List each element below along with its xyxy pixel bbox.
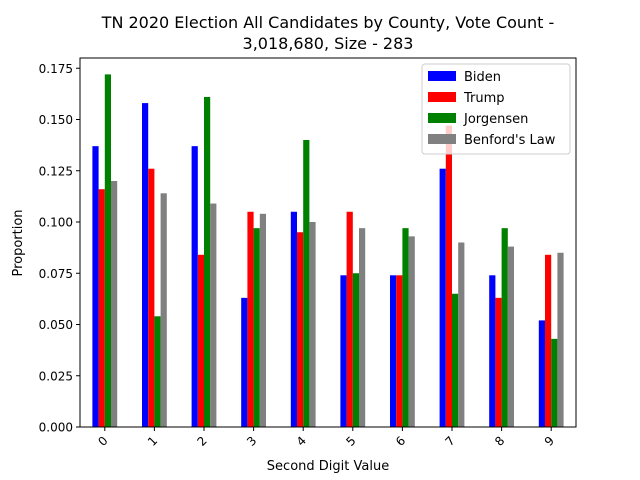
chart-title-line-1: TN 2020 Election All Candidates by Count… bbox=[101, 13, 555, 32]
bar-biden-9 bbox=[538, 320, 545, 427]
x-tick-label: 8 bbox=[492, 434, 507, 449]
y-tick-label: 0.075 bbox=[39, 267, 73, 281]
bar-biden-5 bbox=[340, 275, 347, 427]
legend-label: Biden bbox=[464, 70, 501, 85]
bar-jorgensen-4 bbox=[303, 140, 310, 427]
bar-biden-4 bbox=[290, 211, 297, 427]
bar-biden-0 bbox=[92, 146, 99, 427]
bar-benford-s-law-1 bbox=[160, 193, 167, 427]
legend-swatch bbox=[428, 113, 456, 123]
legend-swatch bbox=[428, 92, 456, 102]
bar-jorgensen-7 bbox=[452, 293, 459, 427]
y-tick-label: 0.025 bbox=[39, 369, 73, 383]
legend-label: Benford's Law bbox=[464, 133, 556, 148]
bar-trump-0 bbox=[98, 189, 105, 427]
x-tick-label: 5 bbox=[343, 434, 358, 449]
bar-biden-8 bbox=[489, 275, 496, 427]
bar-benford-s-law-3 bbox=[259, 213, 266, 427]
bar-jorgensen-5 bbox=[352, 273, 359, 427]
x-axis-label: Second Digit Value bbox=[267, 459, 389, 474]
x-tick-label: 3 bbox=[244, 434, 259, 449]
y-tick-label: 0.000 bbox=[39, 421, 73, 435]
y-tick-label: 0.050 bbox=[39, 318, 73, 332]
bar-benford-s-law-7 bbox=[458, 242, 465, 427]
y-tick-label: 0.150 bbox=[39, 113, 73, 127]
bar-benford-s-law-9 bbox=[557, 252, 564, 427]
legend-swatch bbox=[428, 134, 456, 144]
y-tick-label: 0.125 bbox=[39, 164, 73, 178]
plot-frame bbox=[79, 57, 577, 428]
bar-biden-6 bbox=[390, 275, 397, 427]
x-tick-label: 6 bbox=[393, 434, 408, 449]
legend-label: Trump bbox=[463, 91, 505, 106]
bar-trump-4 bbox=[297, 232, 304, 427]
x-tick-label: 1 bbox=[145, 434, 160, 449]
legend-swatch bbox=[428, 71, 456, 81]
y-axis-label: Proportion bbox=[11, 209, 26, 276]
bar-biden-1 bbox=[142, 103, 149, 427]
bar-biden-7 bbox=[439, 168, 446, 427]
bar-jorgensen-3 bbox=[253, 228, 260, 427]
chart-title-line-2: 3,018,680, Size - 283 bbox=[243, 34, 414, 53]
x-axis: 0 1 2 3 4 5 6 7 8 9 bbox=[95, 427, 557, 449]
legend: Biden Trump Jorgensen Benford's Law bbox=[421, 63, 571, 155]
bar-benford-s-law-6 bbox=[408, 236, 415, 427]
x-tick-label: 2 bbox=[195, 434, 210, 449]
x-tick-label: 4 bbox=[294, 434, 309, 449]
legend-box bbox=[421, 63, 571, 155]
bar-trump-1 bbox=[148, 168, 155, 427]
bar-jorgensen-8 bbox=[501, 228, 508, 427]
bars-layer bbox=[92, 74, 564, 428]
y-tick-label: 0.100 bbox=[39, 216, 73, 230]
bar-trump-2 bbox=[197, 254, 204, 427]
bar-benford-s-law-0 bbox=[111, 181, 118, 427]
chart-title: TN 2020 Election All Candidates by Count… bbox=[101, 13, 555, 53]
bar-benford-s-law-4 bbox=[309, 222, 316, 427]
x-tick-label: 7 bbox=[443, 434, 458, 449]
bar-biden-3 bbox=[241, 297, 248, 427]
bar-trump-6 bbox=[396, 275, 403, 427]
bar-jorgensen-1 bbox=[154, 316, 161, 427]
bar-benford-s-law-2 bbox=[210, 203, 217, 427]
y-tick-label: 0.175 bbox=[39, 62, 73, 76]
bar-trump-5 bbox=[346, 211, 353, 427]
bar-biden-2 bbox=[191, 146, 198, 427]
bar-trump-9 bbox=[545, 254, 552, 427]
bar-jorgensen-9 bbox=[551, 338, 558, 427]
legend-label: Jorgensen bbox=[463, 112, 528, 127]
y-axis: 0.000 0.025 0.050 0.075 0.100 0.125 0.150 0.175 bbox=[39, 62, 80, 435]
bar-trump-7 bbox=[445, 125, 452, 428]
bar-jorgensen-2 bbox=[204, 96, 211, 427]
bar-benford-s-law-5 bbox=[359, 228, 366, 427]
bar-trump-8 bbox=[495, 297, 502, 427]
bar-benford-s-law-8 bbox=[507, 246, 514, 427]
x-tick-label: 0 bbox=[95, 434, 110, 449]
bar-trump-3 bbox=[247, 211, 254, 427]
bar-jorgensen-6 bbox=[402, 228, 409, 427]
x-tick-label: 9 bbox=[542, 434, 557, 449]
bar-jorgensen-0 bbox=[104, 74, 111, 428]
